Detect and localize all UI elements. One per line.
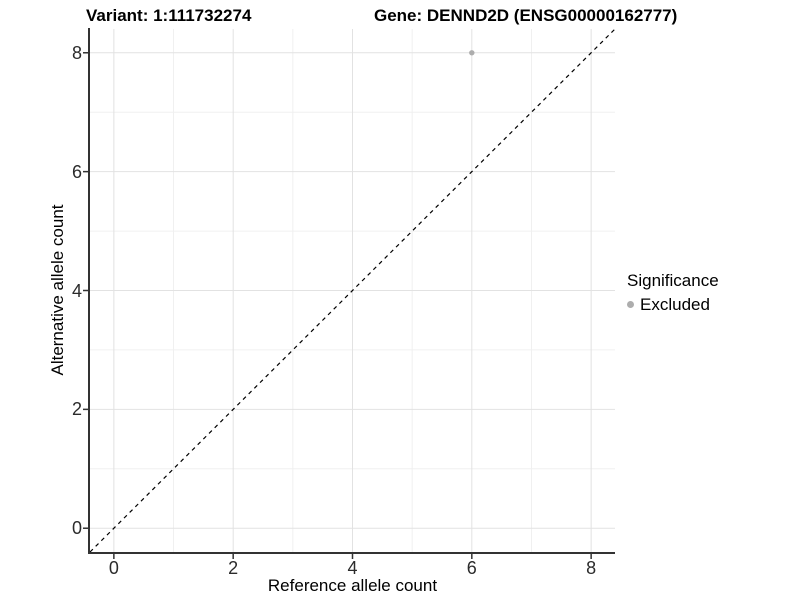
y-tick-label: 4 [71, 280, 82, 301]
legend-title: Significance [627, 271, 719, 290]
y-tick-label: 8 [71, 42, 82, 63]
x-tick-label: 6 [466, 558, 477, 578]
data-point [469, 50, 475, 56]
x-tick-label: 4 [347, 558, 358, 578]
y-tick-label: 2 [71, 399, 82, 420]
y-tick-label: 0 [71, 518, 82, 539]
legend-item-label: Excluded [640, 295, 710, 314]
y-axis-tick-labels: 0 2 4 6 8 [0, 29, 82, 552]
plot-title-variant: Variant: 1:111732274 [86, 6, 252, 25]
x-axis-title: Reference allele count [267, 576, 438, 595]
y-tick-label: 6 [71, 161, 82, 182]
plot-panel [83, 28, 616, 559]
x-axis-tick-labels: 0 2 4 6 8 [90, 558, 615, 578]
x-tick-label: 0 [108, 558, 119, 578]
plot-title-gene: Gene: DENND2D (ENSG00000162777) [374, 6, 678, 25]
y-axis-title: Alternative allele count [48, 204, 67, 376]
legend-point-icon [627, 301, 634, 308]
x-tick-label: 8 [586, 558, 597, 578]
identity-reference-line [89, 28, 616, 553]
legend-item-excluded: Excluded [627, 294, 719, 315]
legend: Significance Excluded [627, 270, 719, 315]
x-tick-label: 2 [228, 558, 239, 578]
